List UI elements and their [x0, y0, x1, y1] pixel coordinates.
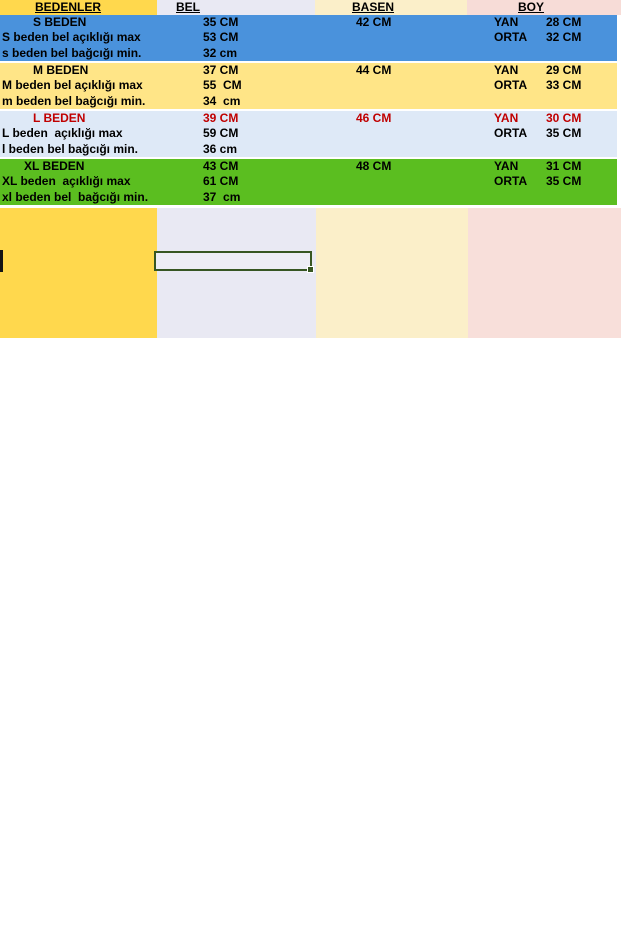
empty-cells-lavender-column — [157, 208, 316, 338]
boy-value: 35 CM — [546, 126, 582, 141]
size-row: S BEDEN 35 CM 42 CM YAN 28 CM — [0, 15, 617, 30]
boy-label: ORTA — [494, 126, 528, 141]
size-name: L BEDEN — [33, 111, 86, 125]
bel-value: 37 cm — [203, 189, 241, 204]
header-cell-bel: BEL — [157, 0, 315, 15]
empty-cells-yellow-column — [0, 208, 157, 338]
detail-label: XL beden açıklığı max — [2, 174, 131, 189]
boy-value: 32 CM — [546, 30, 582, 45]
detail-row: XL beden açıklığı max 61 CM ORTA 35 CM — [0, 174, 617, 189]
header-cell-basen: BASEN — [315, 0, 467, 15]
section-xl-beden: XL BEDEN 43 CM 48 CM YAN 31 CM XL beden … — [0, 159, 617, 205]
bel-value: 43 CM — [203, 159, 239, 173]
detail-row: S beden bel açıklığı max 53 CM ORTA 32 C… — [0, 30, 617, 45]
header-label-basen: BASEN — [352, 0, 395, 14]
boy-label: ORTA — [494, 30, 528, 45]
boy-label: ORTA — [494, 174, 528, 189]
detail-label: S beden bel açıklığı max — [2, 30, 141, 45]
header-label-bel: BEL — [176, 0, 200, 14]
boy-value: 28 CM — [546, 15, 582, 29]
detail-label: m beden bel bağcığı min. — [2, 93, 146, 108]
detail-label: l beden bel bağcığı min. — [2, 141, 139, 156]
detail-row: M beden bel açıklığı max 55 CM ORTA 33 C… — [0, 78, 617, 93]
bel-value: 59 CM — [203, 126, 239, 141]
bel-value: 34 cm — [203, 93, 241, 108]
bel-value: 55 CM — [203, 78, 242, 93]
boy-label: YAN — [494, 111, 519, 125]
header-label-bedenler: BEDENLER — [35, 0, 102, 14]
bel-value: 36 cm — [203, 141, 238, 156]
boy-label: ORTA — [494, 78, 528, 93]
section-m-beden: M BEDEN 37 CM 44 CM YAN 29 CM M beden be… — [0, 63, 617, 109]
selected-cell[interactable] — [154, 251, 314, 273]
detail-label: s beden bel bağcığı min. — [2, 45, 142, 60]
basen-value: 44 CM — [356, 63, 392, 77]
detail-row: l beden bel bağcığı min. 36 cm — [0, 142, 617, 157]
detail-label: L beden açıklığı max — [2, 126, 123, 141]
boy-value: 29 CM — [546, 63, 582, 77]
boy-value: 31 CM — [546, 159, 582, 173]
size-name: XL BEDEN — [24, 159, 85, 173]
boy-label: YAN — [494, 63, 519, 77]
detail-label: M beden bel açıklığı max — [2, 78, 143, 93]
size-name: S BEDEN — [33, 15, 87, 29]
bel-value: 37 CM — [203, 63, 239, 77]
cutoff-selection-edge — [0, 250, 3, 272]
bel-value: 32 cm — [203, 45, 238, 60]
header-cell-boy: BOY — [467, 0, 621, 15]
boy-label: YAN — [494, 159, 519, 173]
bel-value: 61 CM — [203, 174, 239, 189]
detail-row: m beden bel bağcığı min. 34 cm — [0, 94, 617, 109]
boy-value: 33 CM — [546, 78, 582, 93]
header-cell-bedenler: BEDENLER — [0, 0, 157, 15]
bel-value: 39 CM — [203, 111, 239, 125]
boy-label: YAN — [494, 15, 519, 29]
detail-row: xl beden bel bağcığı min. 37 cm — [0, 190, 617, 205]
fill-handle[interactable] — [307, 266, 314, 273]
size-row: M BEDEN 37 CM 44 CM YAN 29 CM — [0, 63, 617, 78]
size-row: L BEDEN 39 CM 46 CM YAN 30 CM — [0, 111, 617, 126]
section-s-beden: S BEDEN 35 CM 42 CM YAN 28 CM S beden be… — [0, 15, 617, 61]
boy-value: 30 CM — [546, 111, 582, 125]
detail-row: s beden bel bağcığı min. 32 cm — [0, 46, 617, 61]
boy-value: 35 CM — [546, 174, 582, 189]
bel-value: 53 CM — [203, 30, 239, 45]
basen-value: 46 CM — [356, 111, 392, 125]
section-l-beden: L BEDEN 39 CM 46 CM YAN 30 CM L beden aç… — [0, 111, 617, 157]
size-name: M BEDEN — [33, 63, 89, 77]
header-label-boy: BOY — [518, 0, 545, 14]
basen-value: 42 CM — [356, 15, 392, 29]
basen-value: 48 CM — [356, 159, 392, 173]
bel-value: 35 CM — [203, 15, 239, 29]
empty-cells-pink-column — [468, 208, 621, 338]
size-row: XL BEDEN 43 CM 48 CM YAN 31 CM — [0, 159, 617, 174]
empty-cells-cream-column — [316, 208, 468, 338]
detail-row: L beden açıklığı max 59 CM ORTA 35 CM — [0, 126, 617, 141]
detail-label: xl beden bel bağcığı min. — [2, 189, 149, 204]
